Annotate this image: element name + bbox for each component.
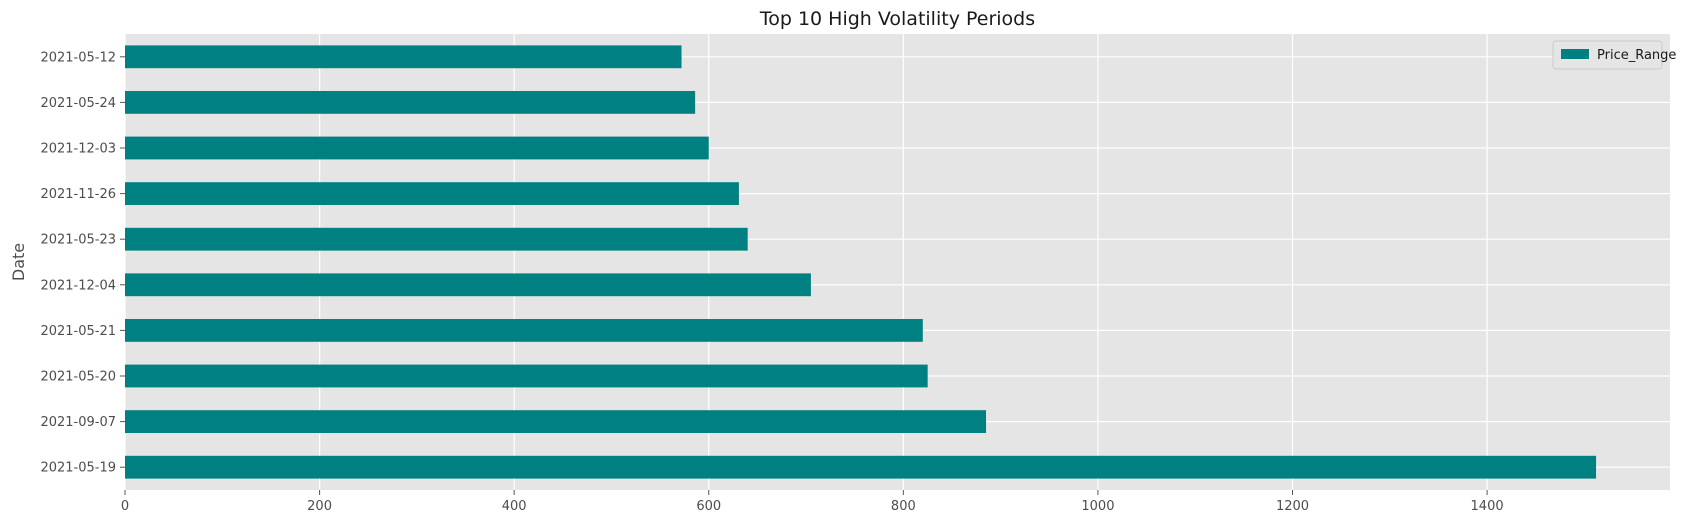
y-tick-label: 2021-05-21 (40, 324, 116, 339)
bar (125, 410, 987, 433)
bar (125, 273, 811, 297)
chart-title: Top 10 High Volatility Periods (759, 8, 1035, 30)
x-tick-label: 600 (696, 499, 721, 514)
bar (125, 227, 748, 251)
x-tick-label: 400 (502, 499, 527, 514)
y-tick-label: 2021-05-19 (40, 461, 116, 476)
y-tick-label: 2021-05-12 (40, 50, 116, 65)
y-axis-label: Date (9, 243, 28, 281)
legend-label: Price_Range (1597, 48, 1676, 63)
legend-swatch (1561, 49, 1589, 59)
x-tick-label: 200 (307, 499, 332, 514)
bar (125, 136, 709, 160)
bar (125, 45, 682, 69)
x-tick-label: 1000 (1081, 499, 1114, 514)
legend: Price_Range (1552, 40, 1676, 70)
y-tick-label: 2021-12-04 (40, 278, 116, 293)
y-tick-label: 2021-05-23 (40, 233, 116, 248)
x-tick-label: 1400 (1471, 499, 1504, 514)
x-tick-label: 0 (121, 499, 129, 514)
bar (125, 91, 696, 114)
bar (125, 364, 928, 388)
y-tick-label: 2021-12-03 (40, 142, 116, 157)
legend-box (1552, 40, 1663, 70)
bar (125, 319, 923, 342)
y-axis-ticks: 2021-05-19 2021-09-07 2021-05-20 2021-05-21… (40, 50, 125, 476)
x-tick-label: 1200 (1276, 499, 1309, 514)
bar (125, 182, 739, 205)
bar (125, 455, 1597, 479)
y-tick-label: 2021-05-24 (40, 96, 116, 111)
y-tick-label: 2021-11-26 (40, 187, 116, 202)
x-axis-ticks: 0 200 400 600 800 1000 1200 1400 (121, 490, 1504, 514)
y-tick-label: 2021-05-20 (40, 370, 116, 385)
bars (125, 45, 1597, 479)
x-tick-label: 800 (891, 499, 916, 514)
y-tick-label: 2021-09-07 (40, 415, 116, 430)
